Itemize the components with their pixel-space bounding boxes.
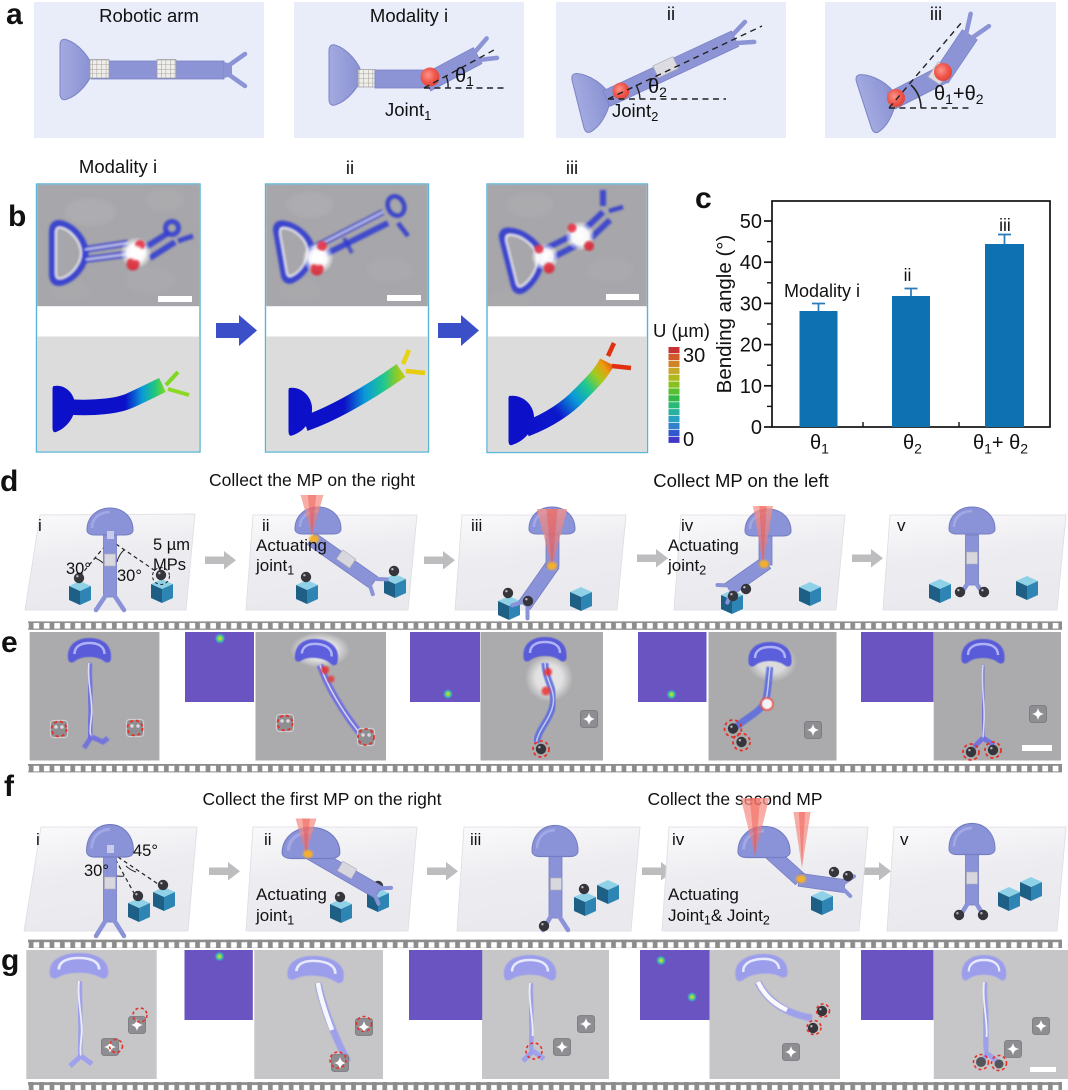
- svg-text:iii: iii: [566, 157, 578, 178]
- svg-text:Joint2: Joint2: [612, 100, 658, 124]
- svg-text:ii: ii: [904, 265, 912, 285]
- svg-text:e: e: [1, 626, 18, 659]
- svg-text:Joint1& Joint2: Joint1& Joint2: [668, 906, 770, 928]
- svg-text:MPs: MPs: [153, 556, 186, 574]
- svg-text:45°: 45°: [133, 842, 158, 860]
- svg-text:Joint1: Joint1: [385, 99, 431, 123]
- svg-text:30°: 30°: [66, 560, 91, 578]
- svg-text:iii: iii: [470, 830, 481, 849]
- svg-text:Actuating: Actuating: [256, 536, 327, 555]
- svg-text:joint1: joint1: [255, 556, 294, 578]
- svg-text:20: 20: [740, 335, 762, 357]
- svg-text:a: a: [6, 0, 23, 31]
- svg-text:Collect MP on the left: Collect MP on the left: [653, 470, 829, 491]
- svg-text:iii: iii: [471, 516, 482, 535]
- svg-text:θ1+θ2: θ1+θ2: [934, 83, 984, 107]
- svg-text:joint1: joint1: [255, 906, 294, 928]
- svg-text:v: v: [900, 830, 909, 849]
- svg-text:5 µm: 5 µm: [153, 536, 190, 554]
- svg-text:40: 40: [740, 252, 762, 274]
- svg-text:30°: 30°: [84, 862, 109, 880]
- svg-text:i: i: [36, 830, 40, 849]
- svg-text:ii: ii: [262, 516, 270, 535]
- svg-text:30: 30: [683, 345, 705, 367]
- svg-text:Actuating: Actuating: [668, 885, 739, 904]
- svg-text:iii: iii: [930, 3, 942, 24]
- svg-text:10: 10: [740, 376, 762, 398]
- svg-text:θ1+ θ2: θ1+ θ2: [973, 432, 1028, 457]
- svg-text:Modality i: Modality i: [784, 281, 860, 301]
- svg-text:θ2: θ2: [903, 432, 922, 457]
- svg-text:0: 0: [683, 429, 694, 451]
- svg-text:iv: iv: [681, 516, 694, 535]
- svg-text:Modality i: Modality i: [370, 5, 448, 26]
- svg-text:i: i: [38, 516, 42, 535]
- svg-text:iii: iii: [999, 215, 1011, 235]
- svg-text:Collect the MP on the right: Collect the MP on the right: [209, 470, 415, 490]
- svg-text:Robotic arm: Robotic arm: [99, 5, 199, 26]
- svg-text:Modality i: Modality i: [79, 156, 157, 177]
- svg-text:ii: ii: [346, 157, 354, 178]
- svg-text:Collect the second MP: Collect the second MP: [647, 789, 822, 809]
- svg-text:30: 30: [740, 293, 762, 315]
- svg-text:v: v: [897, 516, 906, 535]
- svg-text:θ1: θ1: [810, 432, 829, 457]
- svg-text:ii: ii: [264, 830, 272, 849]
- svg-text:0: 0: [751, 417, 762, 439]
- svg-text:iv: iv: [672, 830, 685, 849]
- svg-text:b: b: [8, 200, 26, 233]
- svg-text:U (µm): U (µm): [653, 320, 710, 341]
- svg-text:30°: 30°: [117, 567, 142, 585]
- svg-text:joint2: joint2: [667, 556, 706, 578]
- svg-text:50: 50: [740, 211, 762, 233]
- svg-text:Actuating: Actuating: [668, 536, 739, 555]
- svg-text:Actuating: Actuating: [256, 885, 327, 904]
- svg-text:d: d: [0, 465, 18, 498]
- svg-text:Bending angle (°): Bending angle (°): [713, 235, 736, 394]
- svg-text:Collect the first MP on the ri: Collect the first MP on the right: [203, 789, 442, 809]
- svg-text:c: c: [695, 182, 712, 215]
- svg-text:f: f: [4, 770, 15, 803]
- svg-text:g: g: [1, 944, 19, 977]
- svg-text:ii: ii: [667, 3, 675, 24]
